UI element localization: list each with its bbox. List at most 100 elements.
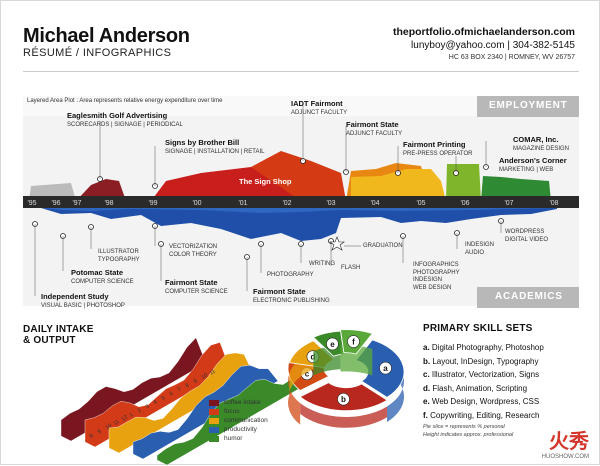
donut-label: b [341,395,346,404]
year-tick-label: '99 [148,200,157,207]
timeline-note: Layered Area Plot : Area represents rela… [27,98,223,104]
watermark: 火秀 HUOSHOW.COM [542,425,589,460]
legend-swatch [209,408,219,415]
legend-label: productivity [224,426,257,433]
hour-label: 10 [201,372,209,380]
acad-wordpress: WORDPRESS DIGITAL VIDEO [505,229,549,243]
year-tick-label: '02 [282,200,291,207]
hour-label: 9 [97,429,103,436]
year-tick-label: '08 [549,200,558,207]
employment-connectors [99,103,487,186]
year-axis [23,196,579,208]
year-tick-label: '06 [460,200,469,207]
watermark-url: HUOSHOW.COM [541,454,589,460]
skills-donut-chart: a b cd e f [287,329,405,428]
academics-connectors [34,221,502,296]
acad-graduation: GRADUATION [363,243,403,249]
donut-label: f [352,338,355,347]
legend-label: focus [224,408,240,415]
hour-label: 8 [185,383,191,390]
legend-swatch [209,426,219,433]
hour-label: 1 [129,412,135,419]
employment-area-eaglesmith [76,179,126,201]
year-tick-label: '98 [104,200,113,207]
year-tick-label: '95 [27,200,36,207]
year-tick-label: '03 [326,200,335,207]
acad-fairmont-cs: Fairmont State COMPUTER SCIENCE [165,278,228,295]
year-tick-label: '00 [192,200,201,207]
academics-area [23,208,557,241]
donut-label: d [310,353,315,362]
legend-item: humor [209,434,268,443]
intake-ribbon-communication [108,352,255,454]
job-eaglesmith: Eaglesmith Golf Advertising SCORECARDS | … [67,111,183,128]
intake-ribbon-productivity [132,365,279,460]
donut-label: c [305,370,310,379]
job-iadt: IADT Fairmont ADJUNCT FACULTY [291,99,348,116]
year-tick-label: '07 [504,200,513,207]
hour-label: 7 [177,387,183,394]
legend-label: humor [224,435,243,442]
acad-writing: WRITING [309,261,335,267]
acad-infographics: INFOGRAPHICS PHOTOGRAPHY INDESIGN WEB DE… [413,262,460,291]
skills-title: PRIMARY SKILL SETS [423,323,533,334]
job-andersons-corner: Anderson's Corner MARKETING | WEB [499,156,567,173]
hour-label: 12 [121,414,129,422]
skill-item: b. Layout, InDesign, Typography [423,356,539,366]
hour-label: 10 [105,423,113,431]
job-comar: COMAR, Inc. MAGAZINE DESIGN [513,135,570,152]
acad-illustrator: ILLUSTRATOR TYPOGRAPHY [98,249,140,263]
hour-label: 5 [161,395,167,402]
acad-indesign: INDESIGN AUDIO [465,242,495,256]
employment-area-comar [446,164,481,201]
donut-label-marker [347,335,360,348]
employment-label: EMPLOYMENT [489,100,568,111]
acad-fairmont-ep: Fairmont State ELECTRONIC PUBLISHING [253,287,330,304]
watermark-logo: 火秀 [549,431,589,453]
legend-swatch [209,399,219,406]
header-divider [23,71,579,72]
hour-label: 3 [145,404,151,411]
donut-label-marker [379,361,392,375]
website-link[interactable]: theportfolio.ofmichaelanderson.com [392,26,575,38]
employment-band [477,96,579,117]
subtitle: RÉSUMÉ / INFOGRAPHICS [23,47,172,59]
legend-swatch [209,435,219,442]
hour-label: 11 [209,368,217,376]
employment-area-iadt [251,151,346,201]
intake-legend: coffee intake focus communication productiv… [209,398,268,443]
donut-slice-side [288,373,301,425]
year-tick-label: '05 [416,200,425,207]
pie-note: Pie slice = represents % personal Height … [423,424,514,438]
job-brother-bill: Signs by Brother Bill SIGNAGE | INSTALLAT… [165,138,265,155]
intake-title: DAILY INTAKE & OUTPUT [23,324,94,346]
skill-item: f. Copywriting, Editing, Research [423,410,540,420]
acad-vectorization: VECTORIZATION COLOR THEORY [169,244,218,258]
acad-photography: PHOTOGRAPHY [267,272,314,278]
acad-independent: Independent Study VISUAL BASIC | PHOTOSHO… [41,292,125,309]
sign-shop-label: The Sign Shop [239,177,292,186]
intake-ribbon-chart [60,337,303,466]
hour-label: 9 [193,378,199,385]
skill-item: a. Digital Photography, Photoshop [423,343,544,352]
email-phone: lunyboy@yahoo.com | 304-382-5145 [411,40,575,51]
legend-item: coffee intake [209,398,268,407]
year-tick-label: '04 [370,200,379,207]
skill-item: e. Web Design, Wordpress, CSS [423,397,540,406]
donut-label: a [383,364,388,373]
year-tick-label: '97 [72,200,81,207]
year-tick-label: '01 [238,200,247,207]
skills-list: a. Digital Photography, Photoshop b. Layo… [423,341,544,422]
donut-slice-side [300,403,388,428]
skill-item: c. Illustrator, Vectorization, Signs [423,370,540,379]
acad-potomac: Potomac State COMPUTER SCIENCE [71,268,134,285]
legend-item: focus [209,407,268,416]
employment-area-andersons-corner [481,176,551,201]
donut-label-marker [337,392,350,406]
name-heading: Michael Anderson [23,25,190,47]
skill-item: d. Flash, Animation, Scripting [423,383,528,393]
legend-item: productivity [209,425,268,434]
job-fairmont-state: Fairmont State ADJUNCT FACULTY [346,120,403,137]
